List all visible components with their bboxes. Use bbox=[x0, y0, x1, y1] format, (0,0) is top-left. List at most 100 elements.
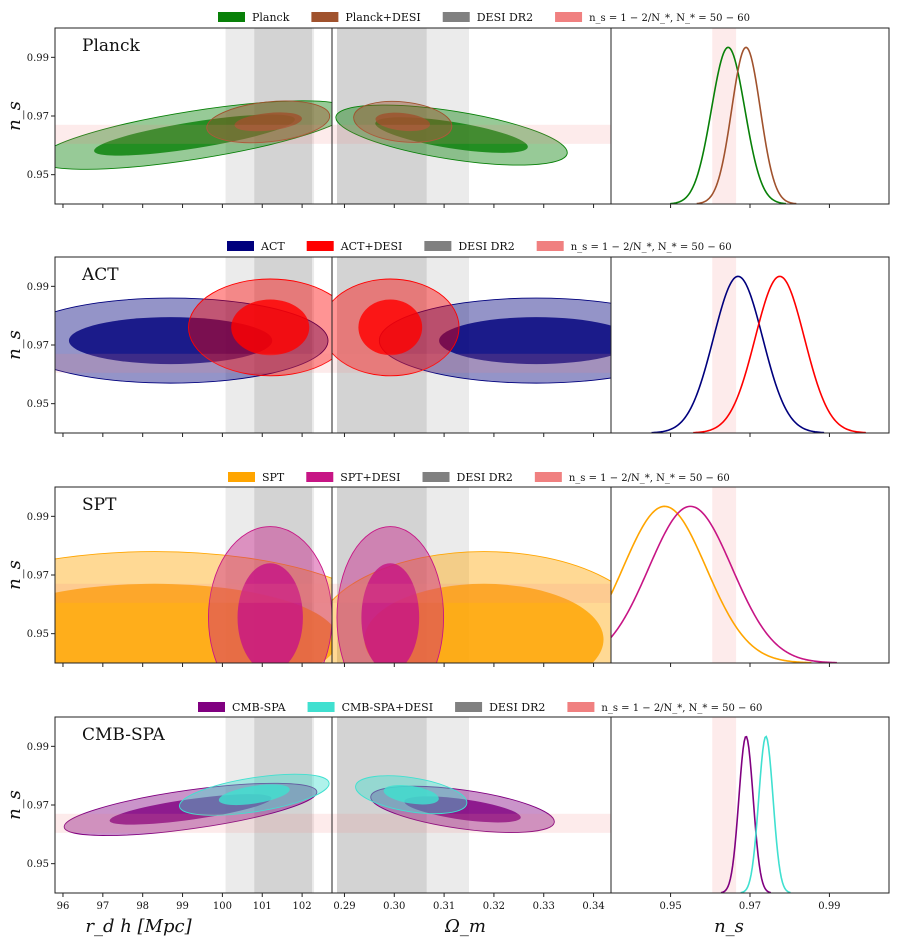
cmb-desi-rdh-contour-68 bbox=[231, 299, 310, 356]
omega-panel bbox=[332, 487, 611, 663]
x-tick-label: 0.31 bbox=[433, 901, 455, 912]
legend-entry-label: Planck+DESI bbox=[345, 11, 420, 24]
x-tick-label: 102 bbox=[293, 901, 312, 912]
y-axis-label: n_s bbox=[4, 330, 25, 360]
legend-entry-label: DESI DR2 bbox=[489, 701, 545, 714]
cmb-desi-rdh-contour-68 bbox=[234, 112, 302, 132]
y-tick-label: 0.95 bbox=[27, 170, 49, 181]
y-tick-label: 0.99 bbox=[27, 53, 49, 64]
panel-title: ACT bbox=[81, 265, 119, 285]
x-tick-label: 99 bbox=[176, 901, 189, 912]
x-tick-label: 0.33 bbox=[533, 901, 555, 912]
x-tick-label: 0.95 bbox=[659, 901, 681, 912]
x-axis-label: Ω_m bbox=[444, 916, 486, 937]
x-tick-label: 97 bbox=[96, 901, 109, 912]
ns-prediction-band bbox=[332, 583, 611, 603]
ns-prediction-band-1d bbox=[712, 487, 737, 663]
panel-row-act: 0.95 0.97 0.99 n_s ACT ACT ACT+DESI DESI DR2 n_s… bbox=[4, 240, 890, 437]
ns-prediction-band bbox=[55, 813, 332, 833]
legend-swatch bbox=[534, 472, 562, 482]
rdh-panel bbox=[55, 28, 332, 204]
legend-swatch bbox=[442, 12, 470, 22]
legend-swatch bbox=[228, 472, 255, 482]
legend-swatch bbox=[567, 702, 595, 712]
legend-entry-label: DESI DR2 bbox=[458, 240, 514, 253]
panel-row-spt: 0.95 0.97 0.99 n_s SPT SPT SPT+DESI DESI DR2 n_s… bbox=[4, 471, 890, 667]
posterior-cmb-desi bbox=[696, 46, 797, 204]
panel-row-planck: 0.95 0.97 0.99 n_s Planck Planck Planck+DESI DE… bbox=[4, 11, 890, 208]
legend-swatch bbox=[422, 472, 450, 482]
y-tick-label: 0.99 bbox=[27, 512, 49, 523]
rdh-panel bbox=[55, 487, 332, 663]
y-tick-label: 0.95 bbox=[27, 629, 49, 640]
posterior-cmb-desi bbox=[740, 735, 791, 893]
ns-prediction-band bbox=[55, 124, 332, 144]
y-axis-label: n_s bbox=[4, 560, 25, 590]
y-tick-label: 0.95 bbox=[27, 399, 49, 410]
legend-swatch bbox=[218, 12, 245, 22]
legend-entry-label: ACT bbox=[260, 240, 285, 253]
legend-act: ACT ACT+DESI DESI DR2 n_s = 1 − 2/N_*, N_* … bbox=[227, 240, 732, 253]
x-tick-label: 0.30 bbox=[383, 901, 405, 912]
legend-swatch bbox=[536, 241, 564, 251]
legend-entry-label: DESI DR2 bbox=[477, 11, 533, 24]
panel-title: SPT bbox=[82, 495, 117, 515]
rdh-panel bbox=[55, 257, 332, 433]
x-tick-label: 0.99 bbox=[818, 901, 840, 912]
ns-prediction-band-1d bbox=[712, 717, 737, 893]
posterior-cmb bbox=[611, 505, 812, 663]
legend-swatch bbox=[555, 12, 583, 22]
ns-prediction-band bbox=[332, 813, 611, 833]
bottom-axes: 96 97 98 99 100 101 102 r_d h [Mpc] 0.29 0.30 0.31… bbox=[57, 901, 841, 937]
legend-entry-label: n_s = 1 − 2/N_*, N_* = 50 − 60 bbox=[589, 13, 750, 24]
panel-title: CMB-SPA bbox=[82, 725, 165, 745]
ns-1d-panel bbox=[611, 487, 837, 663]
cmb-desi-omega-contour-68 bbox=[361, 563, 420, 663]
legend-swatch bbox=[455, 702, 483, 712]
y-axis-label: n_s bbox=[4, 101, 25, 131]
x-tick-label: 0.34 bbox=[582, 901, 604, 912]
posterior-cmb bbox=[670, 46, 786, 204]
rdh-panel bbox=[55, 717, 332, 893]
x-tick-label: 98 bbox=[136, 901, 149, 912]
x-tick-label: 0.97 bbox=[739, 901, 761, 912]
legend-entry-label: Planck bbox=[252, 11, 290, 24]
omega-panel bbox=[332, 257, 611, 433]
legend-entry-label: SPT bbox=[262, 471, 285, 484]
legend-swatch bbox=[306, 472, 334, 482]
y-tick-label: 0.95 bbox=[27, 859, 49, 870]
desi-inner-band bbox=[254, 717, 313, 893]
legend-entry-label: CMB-SPA+DESI bbox=[342, 701, 434, 714]
cmb-desi-omega-contour-68 bbox=[375, 112, 431, 132]
ns-prediction-band bbox=[332, 353, 611, 373]
ns-prediction-band bbox=[55, 583, 332, 603]
y-tick-label: 0.97 bbox=[27, 801, 49, 812]
legend-swatch bbox=[198, 702, 225, 712]
legend-entry-label: n_s = 1 − 2/N_*, N_* = 50 − 60 bbox=[601, 703, 762, 714]
ns-1d-panel bbox=[712, 717, 791, 893]
ns-prediction-band bbox=[55, 353, 332, 373]
legend-entry-label: CMB-SPA bbox=[232, 701, 287, 714]
legend-swatch bbox=[424, 241, 452, 251]
ns-prediction-band-1d bbox=[712, 257, 737, 433]
legend-entry-label: n_s = 1 − 2/N_*, N_* = 50 − 60 bbox=[569, 473, 730, 484]
posterior-cmb bbox=[651, 275, 825, 433]
omega-panel bbox=[332, 28, 611, 204]
panel-title: Planck bbox=[82, 36, 140, 56]
cmb-rdh-contour-68 bbox=[68, 317, 273, 365]
cmb-desi-omega-contour-68 bbox=[358, 299, 423, 356]
panel-frame bbox=[610, 256, 890, 434]
ns-1d-panel bbox=[670, 28, 797, 204]
cmb-desi-rdh-contour-68 bbox=[237, 563, 303, 663]
y-tick-label: 0.97 bbox=[27, 341, 49, 352]
legend-swatch bbox=[311, 12, 339, 22]
ns-1d-panel bbox=[651, 257, 866, 433]
x-tick-label: 0.29 bbox=[333, 901, 355, 912]
y-axis-label: n_s bbox=[4, 790, 25, 820]
legend-swatch bbox=[306, 241, 334, 251]
x-tick-label: 96 bbox=[57, 901, 70, 912]
y-tick-label: 0.99 bbox=[27, 282, 49, 293]
legend-entry-label: SPT+DESI bbox=[340, 471, 400, 484]
legend-cmb-spa: CMB-SPA CMB-SPA+DESI DESI DR2 n_s = 1 − 2/N… bbox=[198, 701, 762, 714]
